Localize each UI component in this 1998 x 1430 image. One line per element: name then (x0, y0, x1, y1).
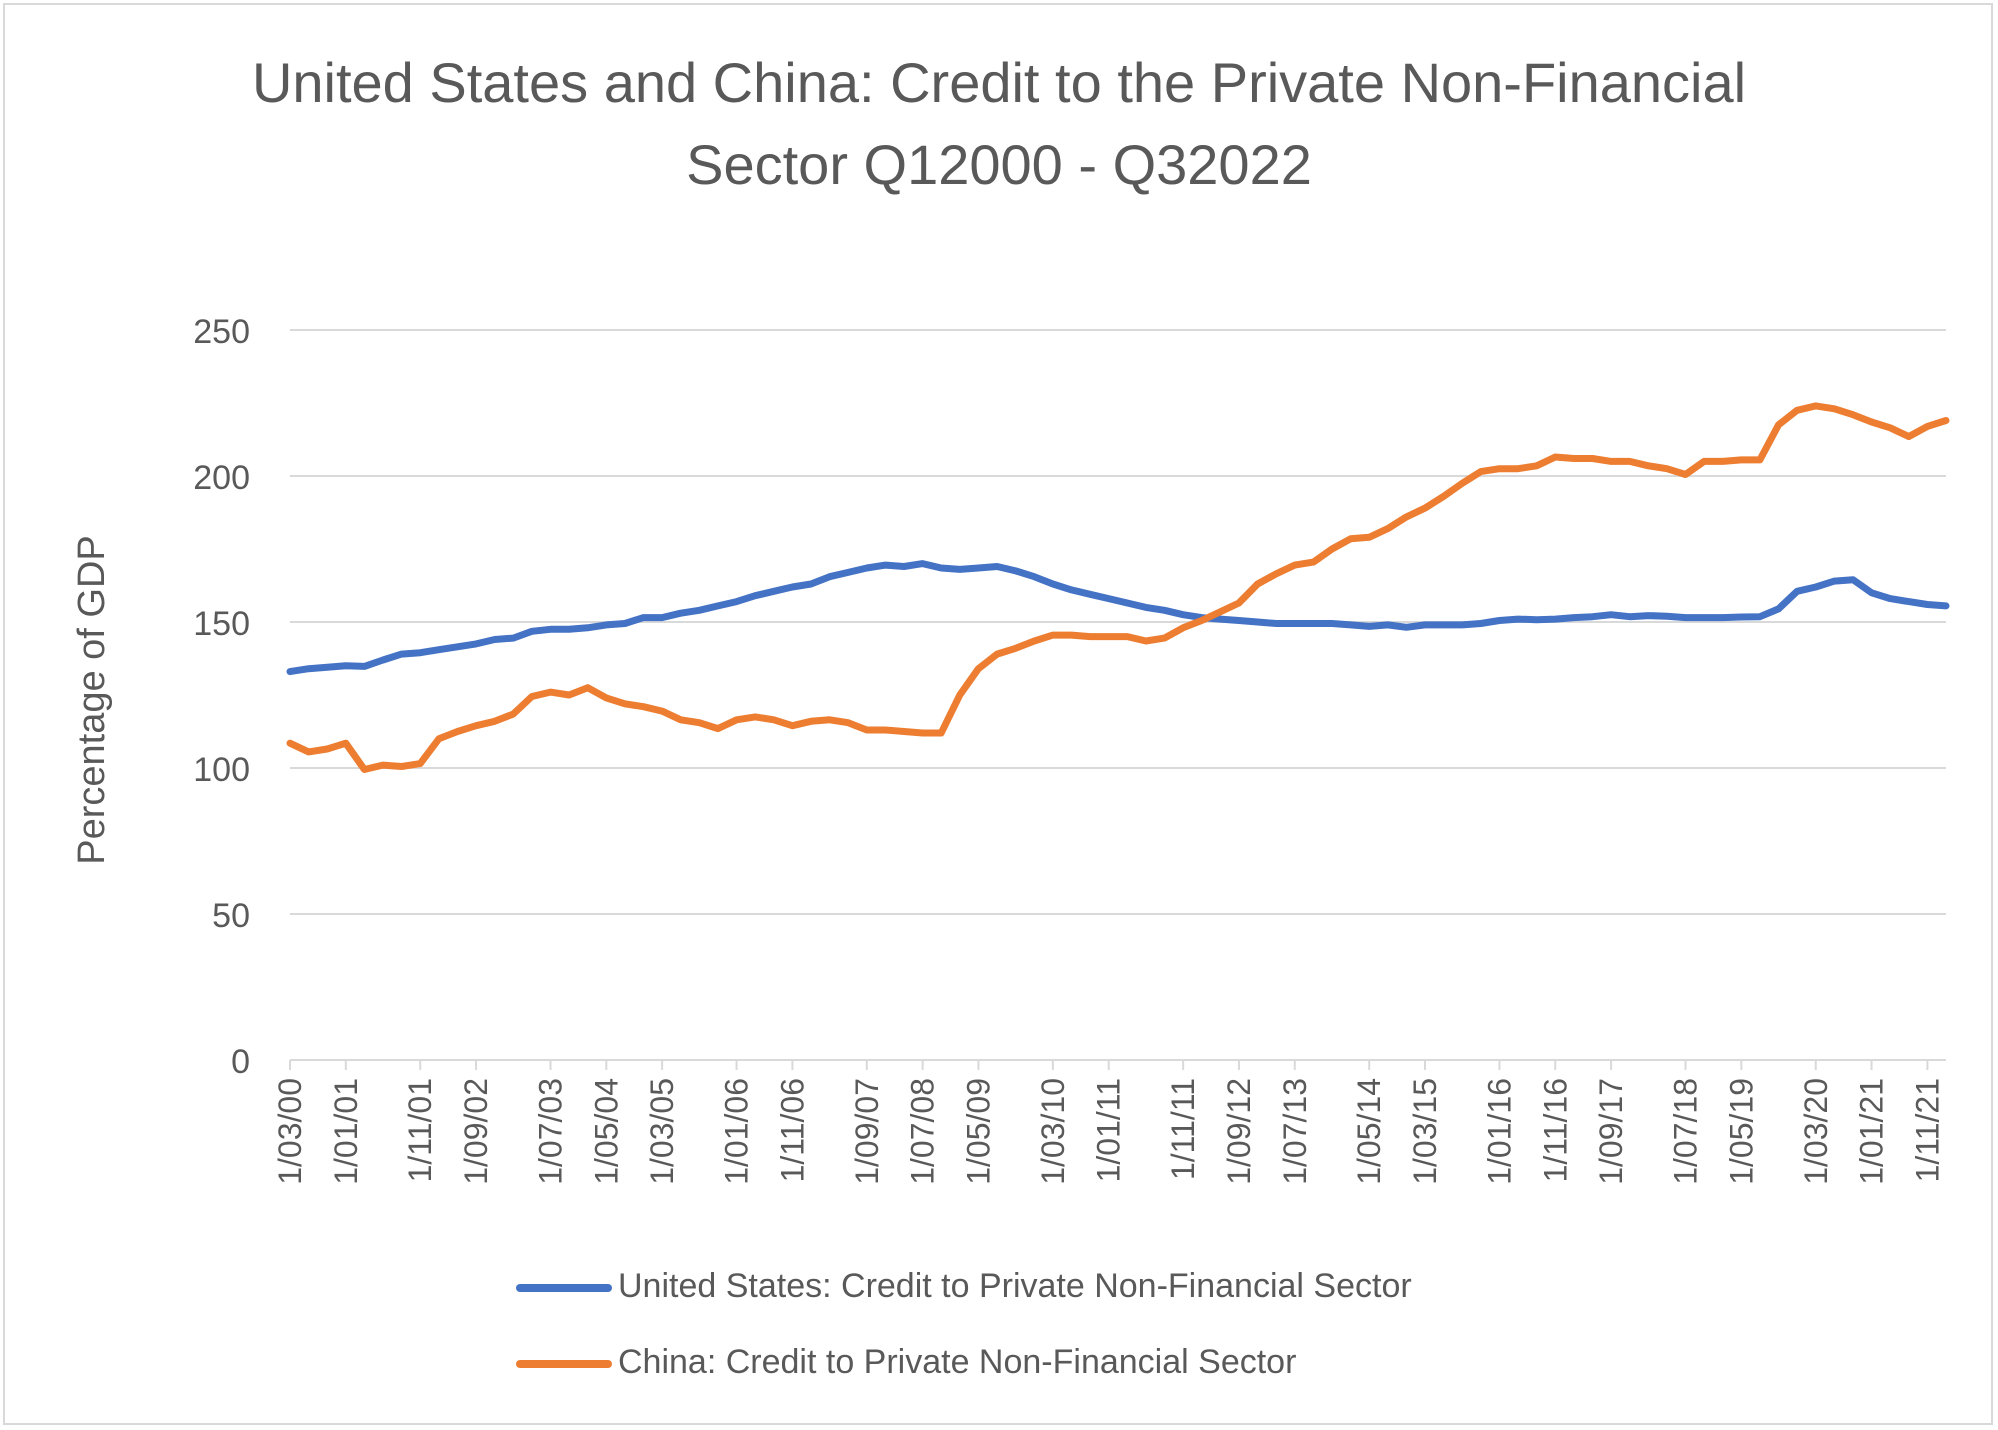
x-tick-label: 1/01/11 (1091, 1078, 1127, 1182)
x-tick-label: 1/09/07 (849, 1078, 885, 1185)
legend-label-us: United States: Credit to Private Non-Fin… (618, 1267, 1412, 1305)
gridlines (290, 329, 1946, 915)
x-tick-label: 1/07/03 (532, 1078, 568, 1185)
x-tick-label: 1/11/01 (402, 1078, 438, 1182)
legend-swatch-us (516, 1284, 612, 1292)
x-tick-label: 1/01/16 (1481, 1078, 1517, 1185)
chart-title-line-2: Sector Q12000 - Q32022 (686, 133, 1312, 196)
x-tick-label: 1/03/15 (1407, 1078, 1443, 1185)
x-tick-label: 1/05/04 (588, 1078, 624, 1185)
x-tick-label: 1/03/20 (1798, 1078, 1834, 1185)
x-tick-label: 1/05/19 (1723, 1078, 1759, 1185)
x-tick-label: 1/09/17 (1593, 1078, 1629, 1185)
y-axis-label: Percentage of GDP (71, 535, 113, 865)
legend-item-us: United States: Credit to Private Non-Fin… (516, 1262, 1716, 1310)
y-tick-label: 250 (193, 313, 250, 351)
y-axis: 0 50 100 150 200 250 (193, 313, 250, 1081)
chart-title: United States and China: Credit to the P… (0, 42, 1998, 206)
x-tick-label: 1/09/12 (1221, 1078, 1257, 1185)
x-tick-label: 1/01/21 (1854, 1078, 1890, 1185)
legend: United States: Credit to Private Non-Fin… (516, 1262, 1716, 1414)
legend-swatch-china (516, 1360, 612, 1368)
y-tick-label: 200 (193, 459, 250, 497)
legend-label-china: China: Credit to Private Non-Financial S… (618, 1343, 1297, 1381)
series-line-united-states (286, 560, 1950, 676)
x-tick-label: 1/05/14 (1351, 1078, 1387, 1185)
x-axis: 1/03/00 1/01/01 1/11/01 1/09/02 1/07/03 1/05/… (272, 1059, 1946, 1185)
series-line-china (286, 402, 1950, 773)
y-tick-label: 0 (231, 1043, 250, 1081)
x-tick-label: 1/09/02 (458, 1078, 494, 1185)
x-tick-label: 1/11/21 (1909, 1078, 1945, 1182)
x-tick-label: 1/03/10 (1035, 1078, 1071, 1185)
x-tick-label: 1/05/09 (960, 1078, 996, 1185)
x-tick-label: 1/03/05 (644, 1078, 680, 1185)
chart-frame (3, 3, 1993, 1425)
legend-item-china: China: Credit to Private Non-Financial S… (516, 1338, 1716, 1386)
x-tick-label: 1/11/11 (1165, 1078, 1201, 1180)
x-tick-label: 1/07/13 (1277, 1078, 1313, 1185)
series-lines (286, 402, 1950, 773)
x-tick-label: 1/01/06 (719, 1078, 755, 1185)
x-tick-label: 1/11/16 (1537, 1078, 1573, 1182)
y-tick-label: 100 (193, 751, 250, 789)
y-tick-label: 50 (212, 897, 250, 935)
x-tick-label: 1/01/01 (328, 1078, 364, 1185)
x-tick-label: 1/07/08 (905, 1078, 941, 1185)
x-tick-label: 1/07/18 (1668, 1078, 1704, 1185)
x-tick-label: 1/11/06 (774, 1078, 810, 1182)
y-tick-label: 150 (193, 605, 250, 643)
x-tick-label: 1/03/00 (272, 1078, 308, 1185)
chart-title-line-1: United States and China: Credit to the P… (251, 51, 1747, 114)
